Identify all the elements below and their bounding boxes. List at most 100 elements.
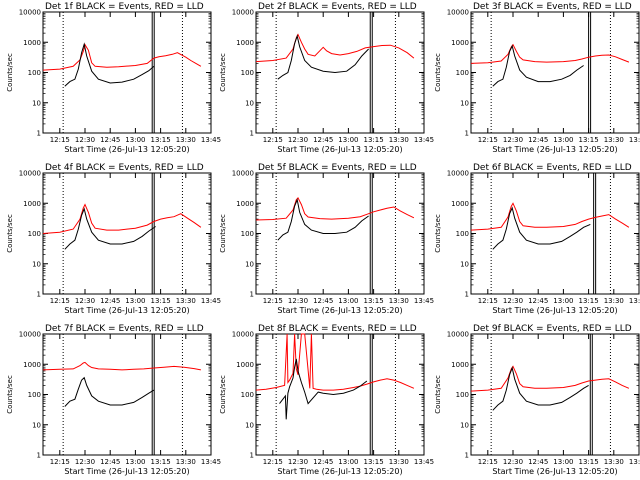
y-tick-label: 100 xyxy=(241,69,254,77)
x-tick-label: 13:45 xyxy=(414,297,434,305)
x-tick-label: 13:00 xyxy=(338,136,358,144)
y-tick-label: 1000 xyxy=(23,39,41,47)
x-tick-label: 13:45 xyxy=(629,136,640,144)
x-tick-label: 13:15 xyxy=(579,136,599,144)
y-tick-label: 10 xyxy=(460,421,469,429)
y-tick-label: 1 xyxy=(37,452,41,460)
panel-1: Det 1f BLACK = Events, RED = LLD 1 10 100 10… xyxy=(6,2,221,154)
y-tick-label: 1 xyxy=(465,291,469,299)
y-tick-label: 1 xyxy=(250,291,254,299)
x-tick-label: 13:00 xyxy=(125,458,145,466)
y-tick-label: 10 xyxy=(460,99,469,107)
x-tick-label: 13:00 xyxy=(553,458,573,466)
x-tick-label: 12:15 xyxy=(263,136,283,144)
y-tick-label: 1000 xyxy=(451,200,469,208)
x-tick-label: 12:45 xyxy=(528,297,548,305)
panel-title: Det 2f BLACK = Events, RED = LLD xyxy=(258,2,417,12)
y-axis-label: Counts/sec xyxy=(219,53,227,92)
x-axis-label: Start Time (26-Jul-13 12:05:20) xyxy=(64,306,189,315)
y-tick-label: 1 xyxy=(37,291,41,299)
panel-3: Det 3f BLACK = Events, RED = LLD 1 10 100 10… xyxy=(434,2,640,154)
x-tick-label: 13:15 xyxy=(364,136,384,144)
x-axis-label: Start Time (26-Jul-13 12:05:20) xyxy=(492,306,617,315)
x-tick-label: 13:15 xyxy=(151,458,171,466)
x-tick-label: 12:30 xyxy=(503,458,523,466)
x-tick-label: 12:30 xyxy=(75,297,95,305)
y-tick-label: 10 xyxy=(245,99,254,107)
x-tick-label: 12:45 xyxy=(313,297,333,305)
y-tick-label: 10 xyxy=(32,421,41,429)
x-tick-label: 13:00 xyxy=(125,297,145,305)
x-tick-label: 13:30 xyxy=(604,458,624,466)
y-tick-label: 10000 xyxy=(19,9,41,17)
y-tick-label: 1 xyxy=(465,452,469,460)
x-tick-label: 13:15 xyxy=(151,136,171,144)
y-axis-label: Counts/sec xyxy=(434,375,442,414)
x-axis-label: Start Time (26-Jul-13 12:05:20) xyxy=(492,467,617,476)
x-tick-label: 13:00 xyxy=(338,458,358,466)
y-tick-label: 1000 xyxy=(236,200,254,208)
y-tick-label: 100 xyxy=(28,391,41,399)
panel-title: Det 3f BLACK = Events, RED = LLD xyxy=(473,2,632,12)
y-axis-label: Counts/sec xyxy=(6,53,14,92)
series-line-events xyxy=(492,206,591,250)
y-tick-label: 1 xyxy=(465,130,469,138)
x-tick-label: 12:30 xyxy=(75,136,95,144)
x-tick-label: 12:15 xyxy=(50,297,70,305)
x-tick-label: 12:45 xyxy=(313,136,333,144)
x-tick-label: 13:15 xyxy=(579,458,599,466)
x-tick-label: 12:15 xyxy=(263,297,283,305)
y-axis-label: Counts/sec xyxy=(434,214,442,253)
panel-8: Det 8f BLACK = Events, RED = LLD 1 10 100 10… xyxy=(219,324,434,476)
x-axis-label: Start Time (26-Jul-13 12:05:20) xyxy=(277,306,402,315)
x-tick-label: 13:00 xyxy=(338,297,358,305)
x-tick-label: 12:45 xyxy=(313,458,333,466)
x-tick-label: 13:15 xyxy=(151,297,171,305)
x-tick-label: 13:30 xyxy=(176,458,196,466)
panel-9: Det 9f BLACK = Events, RED = LLD 1 10 100 10… xyxy=(434,324,640,476)
x-tick-label: 13:45 xyxy=(201,297,221,305)
y-tick-label: 100 xyxy=(241,391,254,399)
x-tick-label: 12:45 xyxy=(100,458,120,466)
panel-5: Det 5f BLACK = Events, RED = LLD 1 10 100 10… xyxy=(219,163,434,315)
panel-title: Det 7f BLACK = Events, RED = LLD xyxy=(45,324,204,334)
x-axis-label: Start Time (26-Jul-13 12:05:20) xyxy=(64,145,189,154)
y-axis-label: Counts/sec xyxy=(219,214,227,253)
x-tick-label: 13:30 xyxy=(604,297,624,305)
y-axis-label: Counts/sec xyxy=(219,375,227,414)
x-tick-label: 13:45 xyxy=(414,136,434,144)
y-tick-label: 100 xyxy=(28,69,41,77)
y-tick-label: 10000 xyxy=(232,9,254,17)
y-tick-label: 1000 xyxy=(451,39,469,47)
x-axis-label: Start Time (26-Jul-13 12:05:20) xyxy=(277,145,402,154)
panel-title: Det 6f BLACK = Events, RED = LLD xyxy=(473,163,632,173)
x-tick-label: 12:30 xyxy=(288,458,308,466)
x-tick-label: 13:00 xyxy=(553,136,573,144)
panel-7: Det 7f BLACK = Events, RED = LLD 1 10 100 10… xyxy=(6,324,221,476)
series-line-lld xyxy=(255,333,415,391)
x-tick-label: 13:15 xyxy=(579,297,599,305)
x-tick-label: 13:30 xyxy=(176,297,196,305)
y-tick-label: 10 xyxy=(245,421,254,429)
panel-title: Det 4f BLACK = Events, RED = LLD xyxy=(45,163,204,173)
y-tick-label: 100 xyxy=(28,230,41,238)
x-tick-label: 12:30 xyxy=(503,297,523,305)
x-tick-label: 12:45 xyxy=(528,136,548,144)
y-tick-label: 100 xyxy=(241,230,254,238)
panel-2: Det 2f BLACK = Events, RED = LLD 1 10 100 10… xyxy=(219,2,434,154)
y-tick-label: 1000 xyxy=(236,361,254,369)
x-tick-label: 12:45 xyxy=(528,458,548,466)
x-axis-label: Start Time (26-Jul-13 12:05:20) xyxy=(492,145,617,154)
x-tick-label: 13:15 xyxy=(364,458,384,466)
y-tick-label: 10000 xyxy=(19,331,41,339)
y-tick-label: 10000 xyxy=(447,331,469,339)
panel-title: Det 5f BLACK = Events, RED = LLD xyxy=(258,163,417,173)
x-tick-label: 12:15 xyxy=(263,458,283,466)
x-tick-label: 12:45 xyxy=(100,136,120,144)
x-tick-label: 13:30 xyxy=(604,136,624,144)
x-tick-label: 12:15 xyxy=(50,458,70,466)
y-tick-label: 1 xyxy=(250,452,254,460)
x-tick-label: 13:45 xyxy=(201,136,221,144)
